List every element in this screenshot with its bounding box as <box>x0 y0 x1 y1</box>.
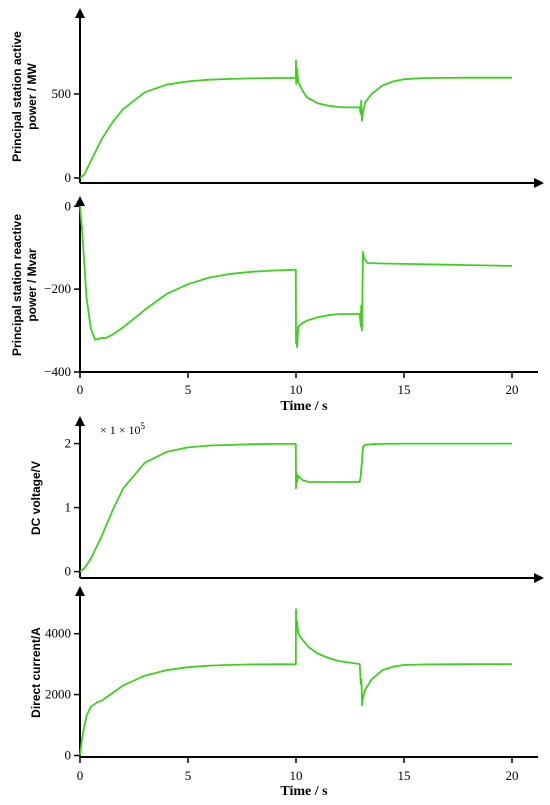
x-axis-arrow <box>534 573 544 583</box>
y-axis-arrow <box>75 8 85 18</box>
series-line-active <box>79 59 512 179</box>
y-axis-label: Principal station reactivepower / Mvar <box>10 214 39 356</box>
x-tick-label: 20 <box>506 768 519 783</box>
x-tick-label: 15 <box>398 768 411 783</box>
y-axis-label: DC voltage/V <box>29 461 43 535</box>
y-axis-label-line: power / Mvar <box>25 248 39 322</box>
y-tick-label: −400 <box>44 364 71 379</box>
chart-panel-current: 0 2000 4000 0 5 10 15 20 Time / s Direct current/… <box>29 586 538 799</box>
chart-panel-active: 0 500 Principal station activepower / MW <box>10 8 544 188</box>
x-tick-label: 0 <box>77 382 84 397</box>
y-axis-label-line: Principal station active <box>10 31 24 162</box>
x-axis-label: Time / s <box>280 399 328 414</box>
y-tick-label: 0 <box>65 747 72 762</box>
x-tick-label: 5 <box>185 382 192 397</box>
x-tick-label: 20 <box>506 382 519 397</box>
y-tick-label: 0 <box>65 564 72 579</box>
y-axis-label: Principal station activepower / MW <box>10 31 39 162</box>
x-tick-label: 10 <box>290 768 303 783</box>
y-axis-arrow <box>75 416 85 426</box>
axis-multiplier: × 1 × 105 <box>100 421 146 437</box>
y-tick-label: 0 <box>65 170 72 185</box>
y-tick-label: 0 <box>65 198 72 213</box>
series-line-voltage <box>79 442 512 573</box>
y-tick-label: 2 <box>65 436 72 451</box>
x-axis-arrow <box>534 178 544 188</box>
chart-panel-voltage: 0 1 2 DC voltage/V × 1 × 105 <box>29 416 544 583</box>
y-axis-label: Direct current/A <box>29 627 43 718</box>
x-tick-label: 0 <box>77 768 84 783</box>
series-line-reactive <box>79 206 513 348</box>
y-axis-arrow <box>75 196 85 206</box>
y-axis-label-line: Principal station reactive <box>10 214 24 356</box>
x-axis-label: Time / s <box>280 784 328 799</box>
y-tick-label: 500 <box>52 86 72 101</box>
y-tick-label: 4000 <box>45 626 71 641</box>
y-tick-label: −200 <box>44 281 71 296</box>
x-tick-label: 15 <box>398 382 411 397</box>
y-axis-label-line: power / MW <box>25 63 39 130</box>
x-tick-label: 10 <box>290 382 303 397</box>
y-axis-arrow <box>75 586 85 596</box>
y-tick-label: 2000 <box>45 687 71 702</box>
axis-multiplier-exponent: 5 <box>141 421 146 431</box>
series-line-current <box>79 608 512 756</box>
chart-panel-reactive: 0 −200 −400 0 5 10 15 20 Time / s Principal stati… <box>10 196 538 414</box>
y-tick-label: 1 <box>65 500 72 515</box>
x-tick-label: 5 <box>185 768 192 783</box>
